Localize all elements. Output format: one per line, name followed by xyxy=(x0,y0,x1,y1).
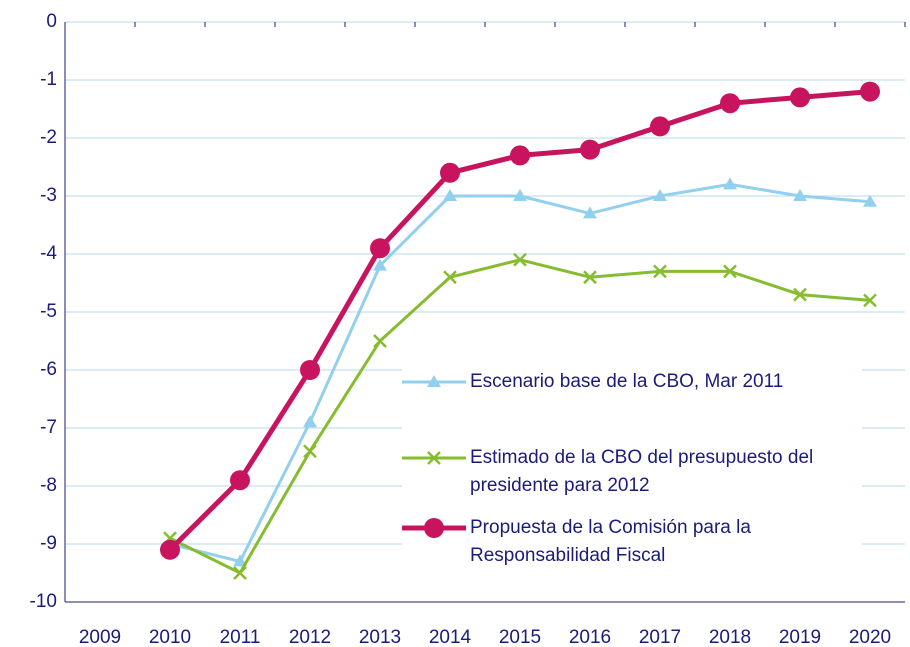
marker xyxy=(424,518,444,538)
marker xyxy=(583,270,597,285)
marker xyxy=(427,451,441,465)
marker xyxy=(373,258,387,271)
y-tick-label: 0 xyxy=(46,11,57,32)
marker xyxy=(443,189,457,201)
y-tick-label: -1 xyxy=(40,69,57,90)
marker xyxy=(510,145,530,166)
marker xyxy=(370,238,390,259)
x-tick-label: 2020 xyxy=(849,627,891,647)
legend-label: Propuesta de la Comisión para la Respons… xyxy=(470,517,751,566)
marker xyxy=(303,415,317,428)
x-tick-label: 2013 xyxy=(359,627,401,647)
marker xyxy=(513,189,527,201)
marker xyxy=(863,293,877,308)
marker xyxy=(583,206,597,219)
y-tick-label: -7 xyxy=(40,417,57,438)
marker xyxy=(580,139,600,160)
x-tick-label: 2014 xyxy=(429,627,472,647)
legend-icon xyxy=(402,451,466,465)
marker xyxy=(373,334,387,348)
marker xyxy=(653,264,667,279)
x-tick-label: 2016 xyxy=(569,627,611,647)
marker xyxy=(230,470,250,491)
y-tick-label: -2 xyxy=(40,127,57,148)
y-tick-label: -10 xyxy=(30,591,57,612)
legend-entry: Estimado de la CBO del presupuesto del p… xyxy=(402,444,862,500)
marker xyxy=(303,444,317,459)
marker xyxy=(440,162,460,183)
legend-entry: Escenario base de la CBO, Mar 2011 xyxy=(402,368,862,396)
x-tick-label: 2017 xyxy=(639,627,681,647)
y-tick-label: -5 xyxy=(40,301,57,322)
y-tick-label: -8 xyxy=(40,475,57,496)
marker xyxy=(233,566,247,580)
marker xyxy=(720,93,740,114)
x-tick-label: 2015 xyxy=(499,627,541,647)
x-tick-label: 2011 xyxy=(220,627,261,647)
y-tick-label: -9 xyxy=(40,533,57,554)
x-tick-label: 2010 xyxy=(149,627,191,647)
legend: Escenario base de la CBO, Mar 2011 Estima… xyxy=(402,368,862,580)
legend-label: Escenario base de la CBO, Mar 2011 xyxy=(470,371,784,392)
marker xyxy=(860,81,880,102)
y-tick-label: -4 xyxy=(40,243,57,264)
marker xyxy=(513,252,527,267)
marker xyxy=(723,264,737,279)
y-tick-label: -3 xyxy=(40,185,57,206)
marker xyxy=(790,87,810,108)
marker xyxy=(793,287,807,302)
marker xyxy=(653,189,667,201)
marker xyxy=(160,539,180,560)
x-tick-label: 2019 xyxy=(779,627,821,647)
legend-entry: Propuesta de la Comisión para la Respons… xyxy=(402,514,862,570)
marker xyxy=(427,375,441,387)
marker xyxy=(723,177,737,190)
x-tick-label: 2012 xyxy=(289,627,331,647)
marker xyxy=(650,116,670,137)
legend-icon xyxy=(402,518,466,538)
marker xyxy=(443,270,457,285)
x-tick-label: 2018 xyxy=(709,627,751,647)
marker xyxy=(233,554,247,567)
y-tick-label: -6 xyxy=(40,359,57,380)
legend-icon xyxy=(402,375,466,387)
marker xyxy=(300,360,320,380)
marker xyxy=(863,194,877,207)
marker xyxy=(793,189,807,201)
legend-label: Estimado de la CBO del presupuesto del p… xyxy=(470,447,814,496)
x-tick-label: 2009 xyxy=(79,627,121,647)
